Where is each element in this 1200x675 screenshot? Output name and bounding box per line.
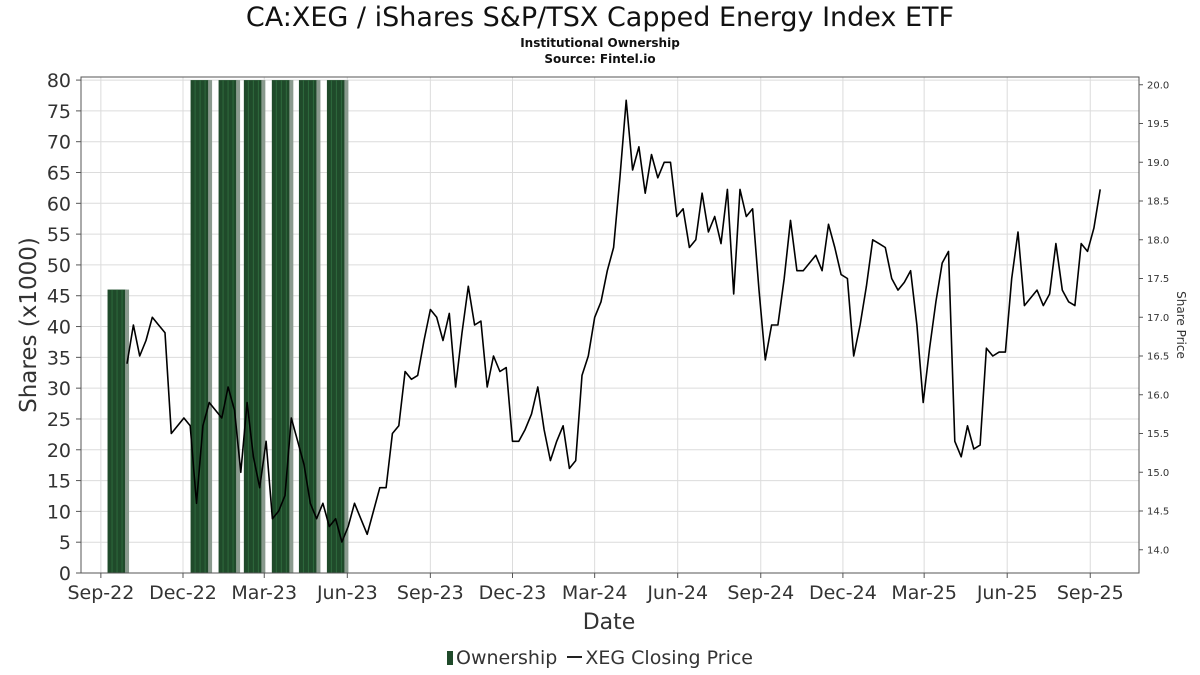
- legend: Ownership XEG Closing Price: [0, 647, 1200, 669]
- y-right-tick-label: 16.0: [1147, 390, 1169, 401]
- y-left-tick-label: 35: [47, 347, 71, 369]
- y-right-tick-label: 18.0: [1147, 235, 1169, 246]
- y-right-tick-label: 20.0: [1147, 80, 1169, 91]
- y-left-tick-label: 20: [47, 440, 71, 462]
- legend-ownership-label: Ownership: [456, 647, 558, 669]
- ownership-bars: [107, 80, 349, 573]
- ownership-bar-shadow: [236, 80, 241, 573]
- x-tick-label: Mar-23: [231, 582, 297, 604]
- x-axis-label: Date: [583, 610, 636, 635]
- ownership-bar-shadow: [125, 289, 130, 573]
- x-tick-label: Dec-24: [809, 582, 877, 604]
- legend-item-ownership: Ownership: [447, 647, 557, 669]
- left-axis: 0 5 10 15 20 25 30 35 40 45 50 55 60 65 70 75 80: [47, 70, 81, 585]
- y-right-tick-label: 17.5: [1147, 274, 1169, 285]
- x-tick-label: Jun-23: [316, 582, 378, 604]
- y-axis-left-label: Shares (x1000): [16, 237, 42, 413]
- x-tick-label: Sep-24: [727, 582, 794, 604]
- y-right-tick-label: 19.0: [1147, 158, 1169, 169]
- price-line: [126, 99, 1101, 543]
- y-right-tick-label: 19.5: [1147, 119, 1169, 130]
- ownership-bar-shadow: [344, 80, 349, 573]
- y-right-tick-label: 15.5: [1147, 429, 1169, 440]
- chart-title: CA:XEG / iShares S&P/TSX Capped Energy I…: [245, 2, 955, 33]
- ownership-bar: [243, 80, 266, 573]
- x-tick-label: Jun-24: [646, 582, 708, 604]
- y-left-tick-label: 50: [47, 255, 71, 277]
- x-tick-label: Jun-25: [976, 582, 1038, 604]
- ownership-bar: [190, 80, 213, 573]
- x-tick-label: Sep-25: [1057, 582, 1124, 604]
- ownership-bar-shadow: [316, 80, 321, 573]
- x-tick-label: Mar-25: [891, 582, 957, 604]
- y-left-tick-label: 15: [47, 471, 71, 493]
- y-left-tick-label: 40: [47, 317, 71, 339]
- x-axis: Sep-22 Dec-22 Mar-23 Jun-23 Sep-23 Dec-23 Mar-…: [67, 573, 1124, 604]
- y-right-tick-label: 18.5: [1147, 197, 1169, 208]
- y-left-tick-label: 65: [47, 163, 71, 185]
- ownership-bar: [271, 80, 294, 573]
- y-right-tick-label: 15.0: [1147, 468, 1169, 479]
- y-left-tick-label: 75: [47, 101, 71, 123]
- legend-price-label: XEG Closing Price: [585, 647, 753, 669]
- y-left-tick-label: 10: [47, 501, 71, 523]
- y-left-tick-label: 70: [47, 132, 71, 154]
- x-tick-label: Dec-22: [149, 582, 217, 604]
- x-tick-label: Mar-24: [562, 582, 628, 604]
- y-left-tick-label: 60: [47, 193, 71, 215]
- y-left-tick-label: 80: [47, 70, 71, 92]
- y-left-tick-label: 5: [59, 532, 71, 554]
- ownership-bar: [107, 289, 130, 573]
- y-left-tick-label: 45: [47, 286, 71, 308]
- y-right-tick-label: 16.5: [1147, 352, 1169, 363]
- legend-item-price: XEG Closing Price: [567, 647, 753, 669]
- y-left-tick-label: 30: [47, 378, 71, 400]
- ownership-bar-shadow: [289, 80, 294, 573]
- ownership-bar: [218, 80, 241, 573]
- y-right-tick-label: 14.0: [1147, 545, 1169, 556]
- chart-source: Source: Fintel.io: [544, 52, 656, 66]
- ownership-bar: [298, 80, 321, 573]
- ownership-swatch: [447, 651, 453, 665]
- chart-subtitle: Institutional Ownership: [520, 36, 680, 50]
- plot-frame: [80, 76, 1140, 574]
- y-left-tick-label: 55: [47, 224, 71, 246]
- x-tick-label: Sep-23: [397, 582, 464, 604]
- y-left-tick-label: 0: [59, 563, 71, 585]
- x-tick-label: Dec-23: [479, 582, 547, 604]
- right-axis: 14.0 14.5 15.0 15.5 16.0 16.5 17.0 17.5 18.0 18.5…: [1139, 80, 1169, 556]
- y-axis-right-label: Share Price: [1174, 291, 1188, 359]
- price-swatch: [567, 656, 583, 658]
- y-left-tick-label: 25: [47, 409, 71, 431]
- x-tick-label: Sep-22: [67, 582, 134, 604]
- ownership-bar-shadow: [208, 80, 213, 573]
- ownership-bar: [326, 80, 349, 573]
- price-line-layer: [126, 99, 1101, 543]
- y-right-tick-label: 14.5: [1147, 507, 1169, 518]
- ownership-bar-shadow: [261, 80, 266, 573]
- y-right-tick-label: 17.0: [1147, 313, 1169, 324]
